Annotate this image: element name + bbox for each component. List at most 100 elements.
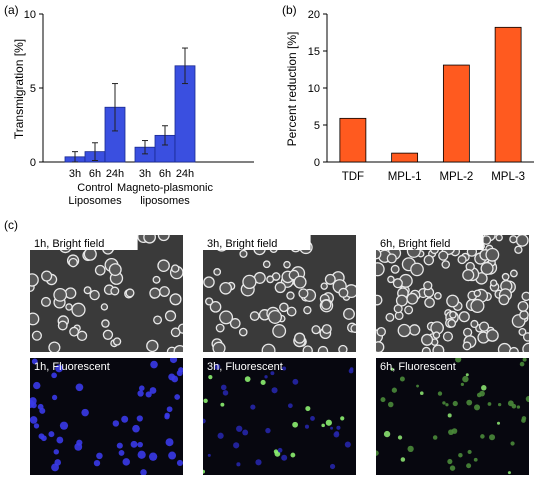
cell bbox=[212, 341, 226, 352]
cell bbox=[517, 300, 529, 312]
cell bbox=[219, 310, 234, 325]
cell bbox=[96, 452, 103, 460]
cell bbox=[69, 326, 80, 337]
cell bbox=[122, 458, 130, 466]
cell bbox=[324, 273, 336, 285]
cell bbox=[277, 447, 283, 453]
cell bbox=[305, 406, 311, 412]
cell bbox=[250, 404, 256, 410]
cell bbox=[462, 269, 475, 282]
cell bbox=[496, 421, 501, 425]
cell bbox=[432, 331, 441, 339]
cell bbox=[376, 326, 386, 337]
cell bbox=[480, 434, 485, 439]
cell bbox=[473, 289, 482, 298]
cell bbox=[143, 235, 156, 244]
cell bbox=[407, 445, 414, 453]
cell bbox=[376, 341, 385, 352]
cell bbox=[178, 367, 183, 373]
cell bbox=[233, 442, 240, 449]
cell bbox=[165, 438, 174, 447]
cell bbox=[303, 305, 312, 315]
cell bbox=[146, 339, 159, 352]
cell bbox=[298, 288, 309, 299]
cell bbox=[498, 402, 502, 407]
chart-a: (a) Transmigration [%] 0 5 10 3h 6h 24h Contr… bbox=[4, 3, 254, 207]
bar bbox=[442, 64, 470, 163]
cell bbox=[51, 372, 57, 379]
cell bbox=[149, 387, 157, 394]
cell bbox=[83, 247, 97, 261]
cell bbox=[509, 235, 518, 244]
micrograph-caption: 6h, Fluorescent bbox=[380, 361, 456, 373]
x-tick-label: 3h bbox=[69, 168, 81, 180]
cell bbox=[203, 276, 215, 288]
x-tick-label: 6h bbox=[159, 168, 171, 180]
cell bbox=[390, 367, 394, 371]
cell bbox=[121, 415, 129, 423]
micrograph: 3h, Fluorescent bbox=[203, 358, 356, 475]
cell bbox=[458, 452, 463, 458]
cell bbox=[157, 235, 170, 242]
x-tick-label: MPL-3 bbox=[491, 171, 525, 183]
cell bbox=[466, 463, 472, 469]
cell bbox=[71, 302, 86, 317]
micrograph-caption: 1h, Bright field bbox=[34, 238, 104, 250]
cell bbox=[424, 297, 435, 308]
caption-box bbox=[376, 235, 484, 250]
cell bbox=[242, 429, 249, 436]
cell bbox=[153, 315, 163, 325]
cell bbox=[348, 368, 354, 374]
cell bbox=[317, 345, 329, 352]
cell bbox=[423, 281, 433, 291]
cell bbox=[268, 309, 283, 324]
cell bbox=[112, 420, 120, 427]
group-label: liposomes bbox=[140, 195, 190, 207]
group-label: Liposomes bbox=[68, 195, 122, 207]
cell bbox=[108, 263, 122, 277]
cell bbox=[30, 416, 38, 424]
cell bbox=[38, 433, 45, 440]
cell bbox=[497, 342, 512, 352]
micrograph-caption: 3h, Fluorescent bbox=[207, 361, 283, 373]
cell bbox=[445, 403, 449, 407]
y-tick-label: 10 bbox=[308, 83, 320, 95]
cell bbox=[522, 358, 527, 362]
cell bbox=[174, 394, 181, 400]
cell bbox=[270, 371, 275, 376]
cell bbox=[486, 329, 499, 342]
cell bbox=[320, 299, 332, 310]
cell bbox=[449, 311, 457, 319]
cell bbox=[220, 384, 227, 391]
cell bbox=[272, 324, 287, 338]
cell bbox=[100, 303, 109, 311]
cell bbox=[279, 302, 289, 313]
cell bbox=[294, 332, 306, 344]
x-tick-label: MPL-2 bbox=[439, 171, 473, 183]
cell bbox=[229, 318, 241, 329]
cell bbox=[311, 325, 321, 335]
cell bbox=[271, 387, 278, 394]
cell bbox=[293, 275, 307, 289]
cell bbox=[236, 462, 241, 467]
x-tick-label: 24h bbox=[176, 168, 194, 180]
cell bbox=[336, 425, 341, 430]
cell bbox=[383, 430, 391, 438]
cell bbox=[53, 287, 68, 302]
cell bbox=[474, 404, 481, 411]
cell bbox=[432, 435, 438, 440]
cell bbox=[140, 469, 147, 475]
chart-a-ylabel: Transmigration [%] bbox=[12, 39, 26, 139]
cell bbox=[208, 374, 213, 380]
cell bbox=[399, 376, 405, 382]
cell bbox=[470, 298, 485, 314]
cell bbox=[112, 337, 122, 346]
cell bbox=[170, 327, 181, 338]
cell bbox=[344, 441, 351, 448]
cell bbox=[457, 254, 467, 265]
cell bbox=[519, 361, 525, 367]
cell bbox=[33, 381, 41, 390]
cell bbox=[522, 342, 529, 352]
cell bbox=[442, 331, 454, 342]
cell bbox=[419, 391, 424, 395]
